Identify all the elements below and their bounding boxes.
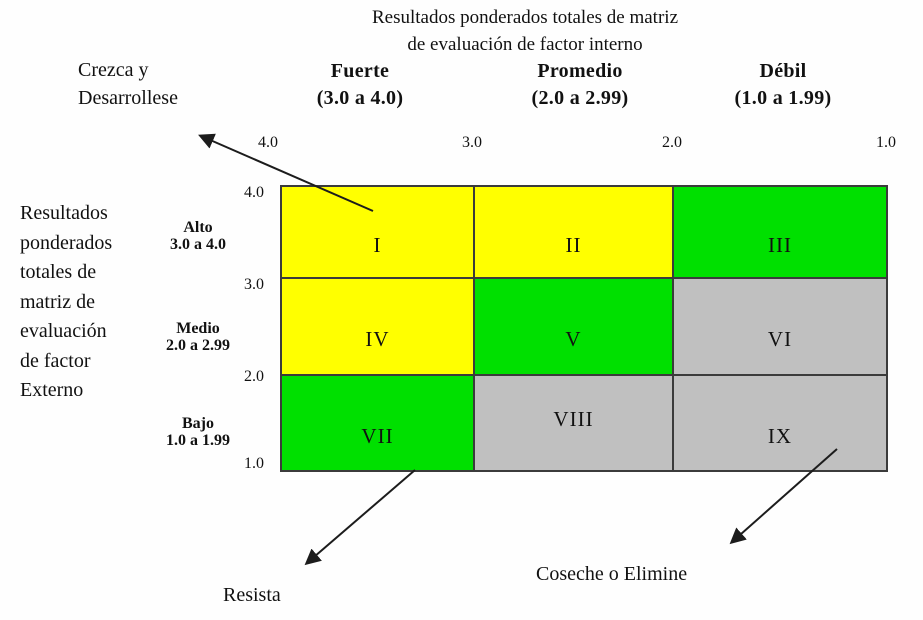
top-axis-tick-3: 3.0 bbox=[462, 134, 482, 151]
left-axis-caption-line: Resultados bbox=[20, 202, 108, 224]
matrix-cell-II: II bbox=[475, 187, 674, 279]
matrix-cell-IX: IX bbox=[674, 376, 886, 470]
left-axis-caption-line: matriz de bbox=[20, 290, 95, 313]
row-label-bajo-label: Bajo bbox=[182, 415, 214, 432]
left-axis-caption-line: totales de bbox=[20, 261, 97, 283]
left-axis-tick-4: 4.0 bbox=[244, 184, 264, 201]
column-header-promedio-label: Promedio bbox=[537, 60, 623, 82]
annotation-grow-develop: Crezca y Desarrollese bbox=[78, 56, 178, 112]
column-header-debil-label: Débil bbox=[759, 60, 807, 82]
diagram-title-line-1: Resultados ponderados totales de matriz bbox=[371, 7, 679, 28]
matrix-cell-IV-numeral: IV bbox=[365, 327, 390, 351]
row-label-alto-range: 3.0 a 4.0 bbox=[170, 236, 226, 253]
annotation-grow-line-2: Desarrollese bbox=[78, 87, 178, 109]
matrix-cell-VIII-numeral: VIII bbox=[553, 406, 594, 431]
column-header-fuerte-label: Fuerte bbox=[330, 60, 390, 82]
matrix-cell-V-numeral: V bbox=[565, 327, 582, 351]
column-header-debil: Débil (1.0 a 1.99) bbox=[673, 58, 893, 112]
matrix-cell-III-numeral: III bbox=[768, 232, 792, 257]
left-axis-tick-1: 1.0 bbox=[244, 455, 264, 472]
diagram-title: Resultados ponderados totales de matriz … bbox=[260, 4, 790, 58]
matrix-cell-VI-numeral: VI bbox=[767, 327, 793, 351]
matrix-cell-IV: IV bbox=[282, 279, 475, 376]
matrix-cell-VII-numeral: VII bbox=[361, 423, 394, 448]
row-label-bajo: Bajo 1.0 a 1.99 bbox=[128, 415, 268, 449]
annotation-grow-line-1: Crezca y bbox=[78, 59, 149, 81]
matrix-cell-IX-numeral: IX bbox=[767, 423, 793, 448]
left-axis-tick-3: 3.0 bbox=[244, 276, 264, 293]
column-header-fuerte-range: (3.0 a 4.0) bbox=[316, 87, 404, 109]
column-header-promedio-range: (2.0 a 2.99) bbox=[531, 87, 629, 109]
matrix-cell-II-numeral: II bbox=[565, 232, 582, 257]
annotation-harvest-divest: Coseche o Elimine bbox=[536, 563, 688, 585]
left-axis-caption-line: de factor bbox=[20, 349, 91, 372]
row-label-medio-range: 2.0 a 2.99 bbox=[166, 337, 230, 354]
row-label-alto: Alto 3.0 a 4.0 bbox=[128, 219, 268, 253]
row-label-bajo-range: 1.0 a 1.99 bbox=[166, 432, 230, 449]
row-label-alto-label: Alto bbox=[183, 219, 213, 236]
annotation-resist: Resista bbox=[223, 584, 281, 606]
row-label-medio-label: Medio bbox=[176, 320, 220, 337]
matrix-cell-VII: VII bbox=[282, 376, 475, 470]
top-axis-tick-1: 1.0 bbox=[876, 134, 896, 151]
matrix-cell-I-numeral: I bbox=[373, 232, 382, 257]
column-header-debil-range: (1.0 a 1.99) bbox=[734, 87, 832, 109]
matrix-cell-VIII: VIII bbox=[475, 376, 674, 470]
left-axis-caption-line: Externo bbox=[20, 379, 84, 401]
top-axis-tick-2: 2.0 bbox=[662, 134, 682, 151]
matrix-cell-III: III bbox=[674, 187, 886, 279]
matrix-grid: I II III IV V VI VII VIII IX bbox=[280, 185, 888, 472]
left-axis-caption-line: evaluación bbox=[20, 320, 107, 342]
matrix-cell-VI: VI bbox=[674, 279, 886, 376]
column-header-promedio: Promedio (2.0 a 2.99) bbox=[470, 58, 690, 112]
matrix-cell-I: I bbox=[282, 187, 475, 279]
column-header-fuerte: Fuerte (3.0 a 4.0) bbox=[250, 58, 470, 112]
arrow-hold-resist bbox=[304, 469, 416, 566]
left-axis-tick-2: 2.0 bbox=[244, 368, 264, 385]
top-axis-tick-4: 4.0 bbox=[258, 134, 278, 151]
matrix-cell-V: V bbox=[475, 279, 674, 376]
diagram-title-line-2: de evaluación de factor interno bbox=[407, 34, 643, 55]
row-label-medio: Medio 2.0 a 2.99 bbox=[128, 320, 268, 354]
left-axis-caption-line: ponderados bbox=[20, 231, 113, 254]
left-axis-caption: Resultados ponderados totales de matriz … bbox=[20, 199, 150, 406]
